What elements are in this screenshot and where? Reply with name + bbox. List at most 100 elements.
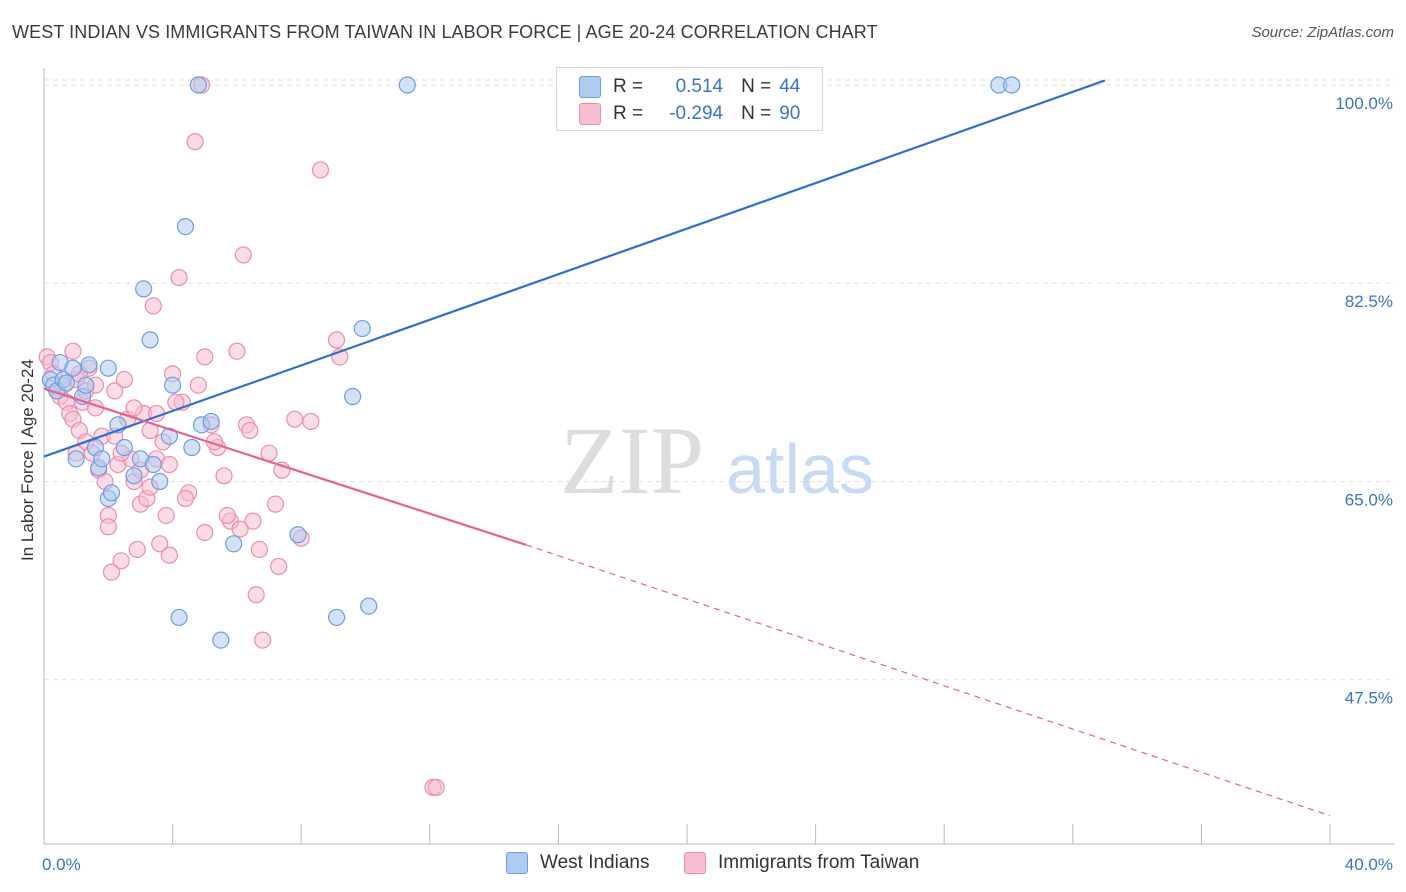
watermark: ZIP atlas (560, 407, 874, 514)
data-point-west-indians (202, 412, 220, 431)
data-point-taiwan (218, 506, 236, 525)
data-point-west-indians (344, 387, 362, 406)
legend-item-west-indians[interactable]: West Indians (506, 852, 649, 874)
legend-row-west-indians: R = 0.514 N = 44 (579, 74, 800, 100)
data-point-taiwan (112, 552, 130, 570)
legend-n-label: N = (741, 103, 772, 124)
data-point-taiwan (241, 421, 259, 440)
data-point-taiwan (196, 348, 214, 366)
data-point-taiwan (215, 467, 233, 485)
data-point-taiwan (427, 778, 445, 796)
y-tick-label: 100.0% (1335, 94, 1393, 113)
legend-r-value: 0.514 (675, 76, 724, 97)
trend-line-extension-pink (526, 544, 1331, 817)
y-axis-label: In Labor Force | Age 20-24 (18, 359, 37, 561)
data-point-west-indians (398, 76, 416, 94)
data-point-west-indians (170, 608, 188, 627)
legend-n-value: 90 (779, 103, 801, 124)
legend-n-label: N = (741, 76, 772, 97)
data-point-taiwan (228, 342, 246, 360)
data-point-taiwan (250, 540, 269, 559)
axes (43, 68, 1395, 845)
trend-lines (43, 79, 1331, 817)
data-point-taiwan (234, 246, 252, 264)
tick-labels: 47.5% 65.0% 82.5% 100.0% 0.0% 40.0% (42, 94, 1393, 874)
data-point-taiwan (266, 495, 285, 513)
data-point-taiwan (196, 523, 214, 542)
stats-legend: R = 0.514 N = 44 R = -0.294 N = 90 (556, 67, 823, 131)
data-point-taiwan (186, 133, 204, 151)
data-point-taiwan (157, 506, 175, 525)
source-label: Source: ZipAtlas.com (1251, 24, 1394, 41)
data-point-west-indians (80, 356, 98, 374)
data-point-west-indians (164, 376, 182, 394)
data-point-west-indians (189, 76, 207, 94)
data-point-taiwan (189, 376, 207, 394)
series-legend: West Indians Immigrants from Taiwan (0, 852, 1406, 878)
x-tick-label-max: 40.0% (1345, 855, 1393, 874)
data-point-taiwan (151, 535, 169, 553)
data-point-taiwan (244, 512, 262, 530)
data-point-taiwan (160, 546, 178, 564)
y-tick-label: 65.0% (1345, 490, 1393, 509)
data-point-west-indians (67, 450, 85, 468)
data-point-taiwan (176, 489, 195, 508)
legend-swatch-blue (506, 852, 528, 874)
data-point-taiwan (64, 342, 82, 360)
data-point-west-indians (151, 472, 169, 491)
legend-swatch-pink (684, 852, 706, 874)
watermark-atlas: atlas (726, 430, 874, 508)
trend-line-pink (43, 387, 527, 546)
data-point-west-indians (125, 467, 143, 485)
data-point-west-indians (102, 484, 121, 502)
data-point-taiwan (115, 370, 133, 389)
legend-swatch-blue (579, 76, 601, 98)
legend-n-value: 44 (779, 76, 801, 97)
data-point-west-indians (225, 535, 243, 553)
data-point-taiwan (286, 410, 304, 428)
data-point-taiwan (160, 455, 178, 474)
watermark-zip: ZIP (560, 407, 704, 514)
legend-label: West Indians (540, 852, 650, 873)
data-point-west-indians (1003, 76, 1021, 94)
legend-item-immigrants-from-taiwan[interactable]: Immigrants from Taiwan (684, 852, 919, 874)
legend-r-label: R = (613, 76, 644, 97)
data-point-taiwan (270, 557, 288, 576)
legend-r-label: R = (613, 103, 644, 124)
data-point-taiwan (99, 518, 117, 536)
x-tick-label-min: 0.0% (42, 855, 81, 874)
legend-label: Immigrants from Taiwan (718, 852, 920, 873)
data-point-west-indians (289, 526, 307, 544)
trend-line-blue (43, 79, 1106, 458)
data-point-taiwan (231, 520, 249, 538)
data-point-west-indians (57, 374, 76, 392)
legend-row-taiwan: R = -0.294 N = 90 (579, 101, 800, 127)
data-point-taiwan (327, 331, 346, 349)
data-point-west-indians (135, 280, 153, 298)
data-point-west-indians (77, 376, 95, 394)
data-point-taiwan (144, 297, 162, 315)
data-point-taiwan (106, 382, 124, 400)
data-point-west-indians (144, 455, 162, 474)
data-point-west-indians (176, 217, 195, 236)
data-point-west-indians (353, 319, 371, 338)
data-point-taiwan (247, 586, 265, 604)
data-point-taiwan (102, 563, 121, 581)
data-point-taiwan (170, 268, 188, 287)
data-point-west-indians (93, 450, 111, 468)
data-point-west-indians (64, 359, 82, 377)
gridlines (44, 79, 1395, 681)
data-point-taiwan (311, 161, 330, 179)
legend-r-value: -0.294 (669, 103, 724, 124)
data-point-west-indians (99, 359, 117, 377)
y-tick-label: 82.5% (1345, 292, 1393, 311)
data-point-west-indians (115, 438, 133, 457)
data-point-west-indians (183, 438, 201, 457)
y-tick-label: 47.5% (1345, 689, 1393, 708)
legend-swatch-pink (579, 103, 601, 125)
data-point-taiwan (128, 540, 146, 559)
data-point-west-indians (360, 597, 378, 615)
data-point-west-indians (327, 608, 346, 627)
data-point-taiwan (254, 631, 272, 649)
